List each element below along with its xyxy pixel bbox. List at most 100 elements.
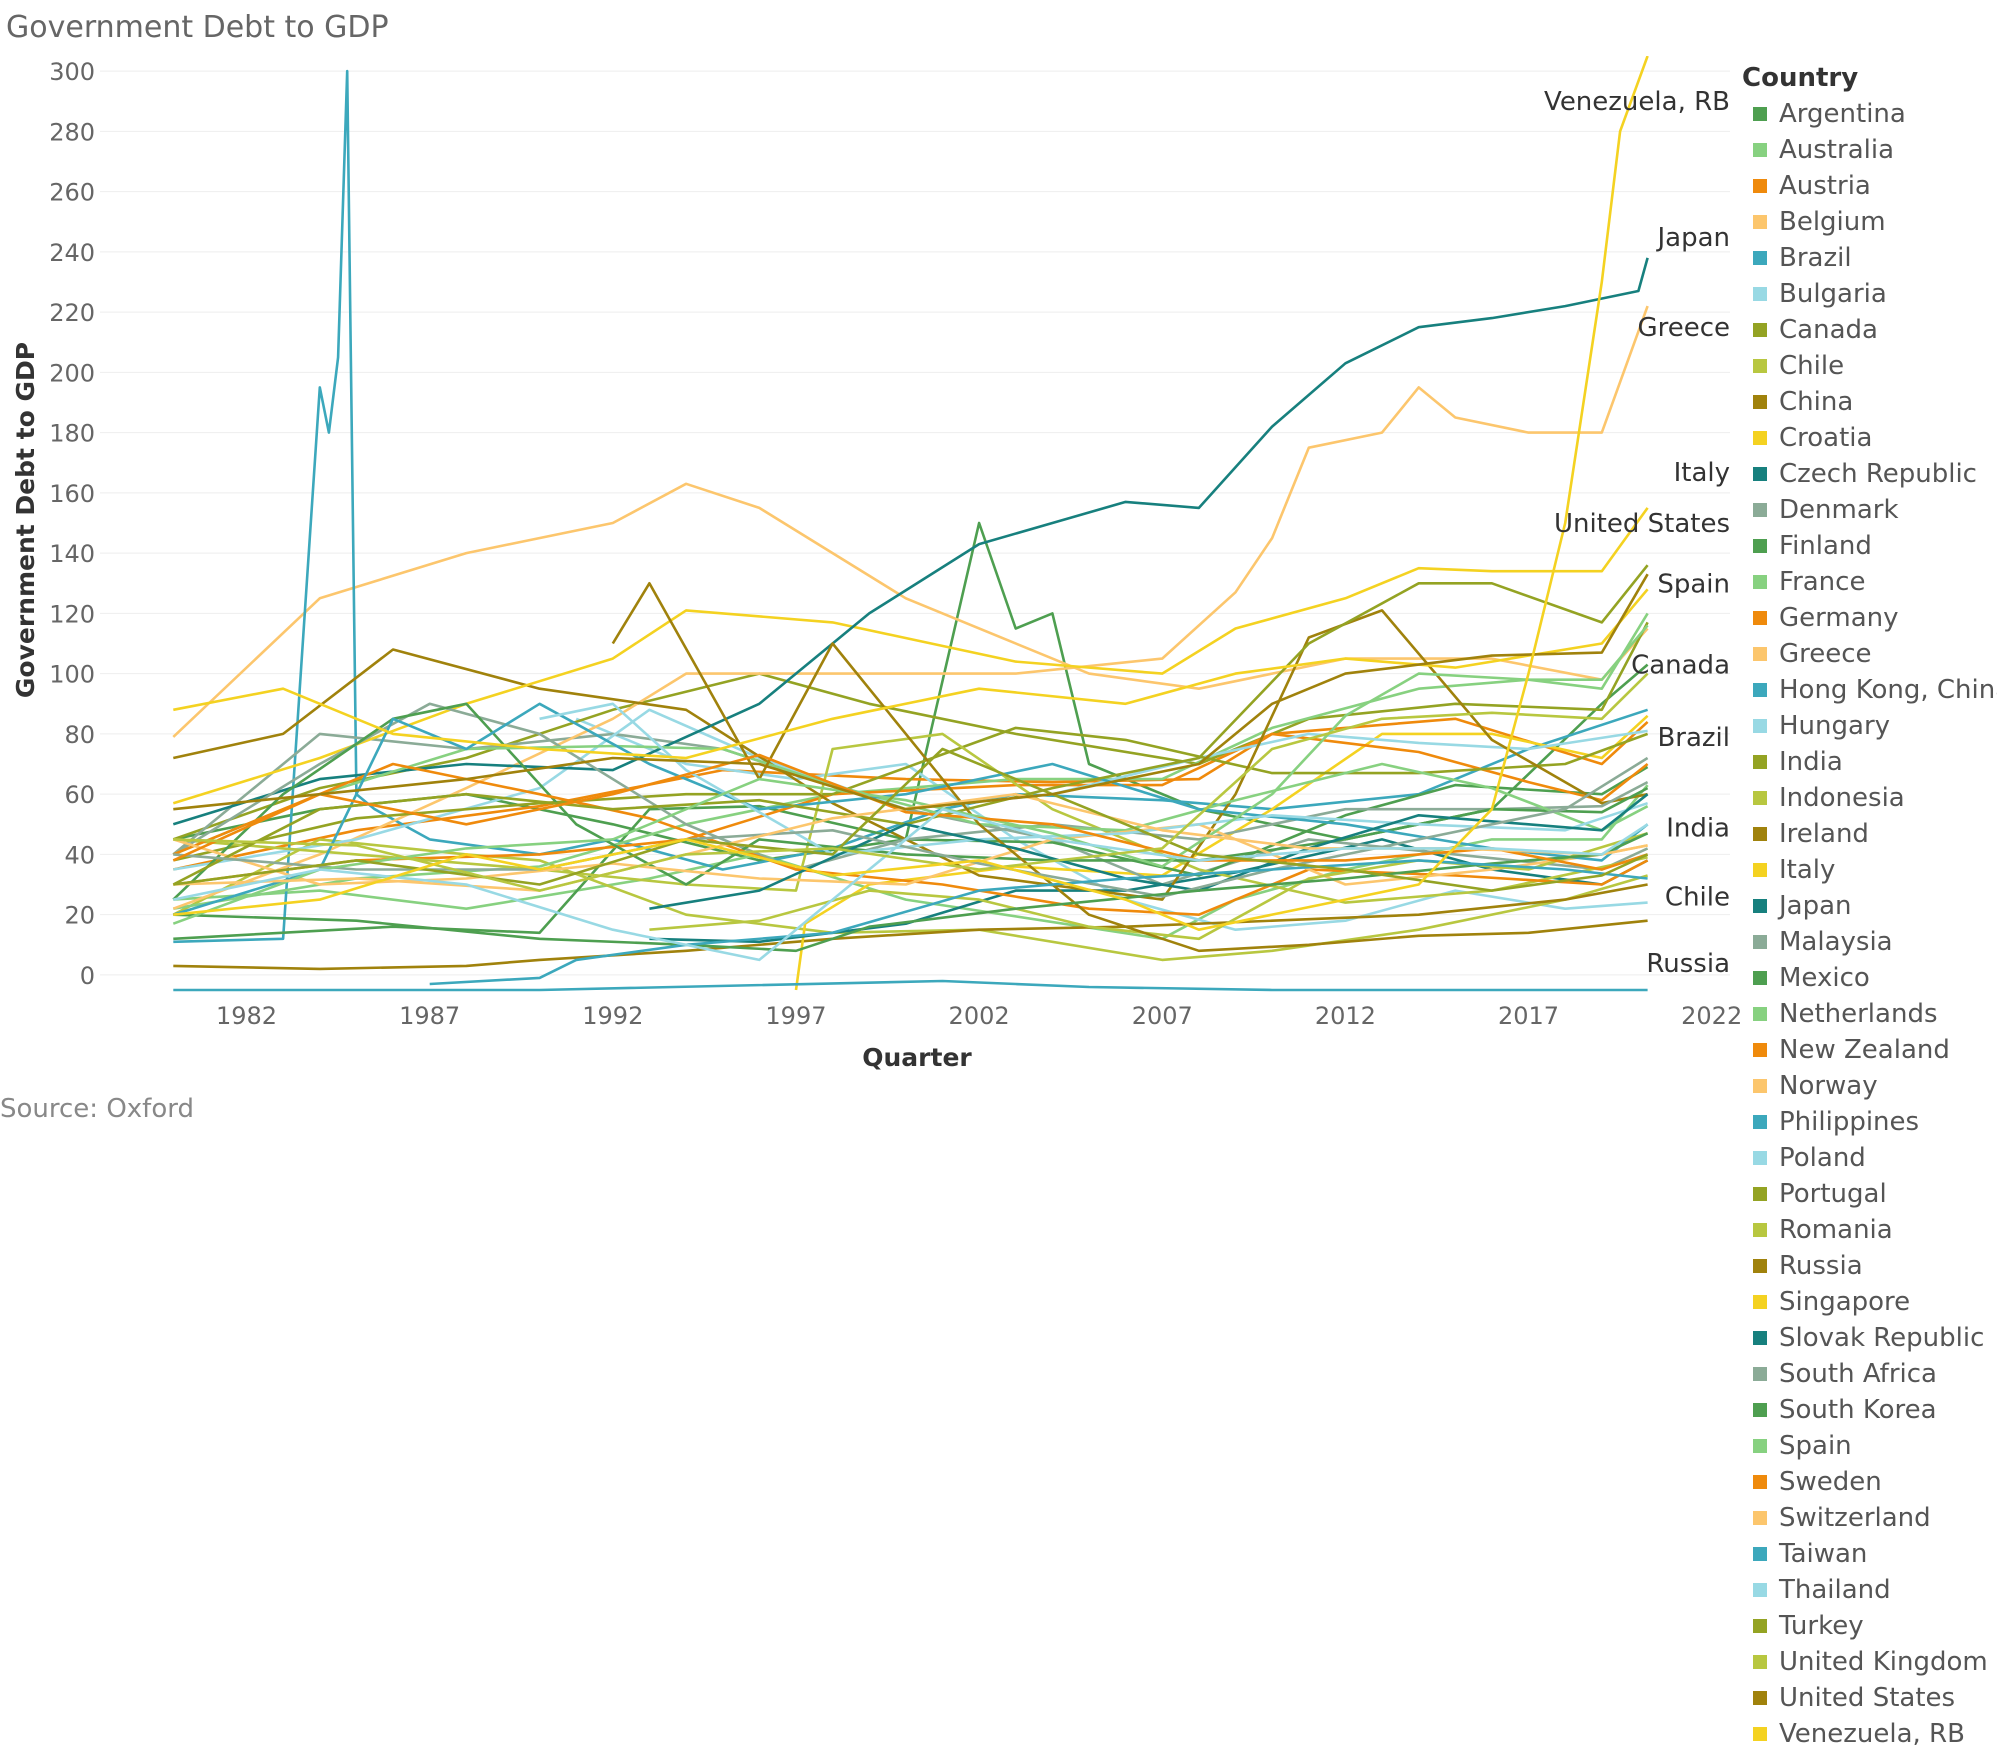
legend-item[interactable]: France bbox=[1742, 564, 1997, 600]
legend-item[interactable]: Japan bbox=[1742, 888, 1997, 924]
legend-item[interactable]: Greece bbox=[1742, 636, 1997, 672]
legend-label: Romania bbox=[1779, 1215, 1893, 1245]
series-line-south-africa[interactable] bbox=[173, 756, 1649, 898]
series-line-canada[interactable] bbox=[172, 621, 1649, 841]
legend-swatch bbox=[1753, 827, 1767, 841]
series-line-china[interactable] bbox=[173, 883, 1648, 971]
legend-item[interactable]: Sweden bbox=[1742, 1464, 1997, 1500]
legend-label: Russia bbox=[1779, 1251, 1863, 1281]
legend-item[interactable]: New Zealand bbox=[1742, 1032, 1997, 1068]
legend-item[interactable]: Finland bbox=[1742, 528, 1997, 564]
series-line-portugal[interactable] bbox=[172, 564, 1649, 886]
x-tick-label: 1982 bbox=[216, 1002, 277, 1030]
legend-label: Sweden bbox=[1779, 1467, 1882, 1497]
series-line-mexico[interactable] bbox=[172, 702, 1649, 901]
legend-label: Greece bbox=[1779, 639, 1872, 669]
series-line-russia[interactable] bbox=[611, 582, 1648, 953]
legend-item[interactable]: South Korea bbox=[1742, 1392, 1997, 1428]
series-line-ireland[interactable] bbox=[173, 609, 1648, 901]
y-tick-label: 300 bbox=[49, 58, 95, 86]
legend-item[interactable]: Canada bbox=[1742, 312, 1997, 348]
legend-item[interactable]: Taiwan bbox=[1742, 1536, 1997, 1572]
legend-item[interactable]: India bbox=[1742, 744, 1997, 780]
series-line-greece[interactable] bbox=[172, 305, 1649, 910]
legend-item[interactable]: Hungary bbox=[1742, 708, 1997, 744]
legend-item[interactable]: Philippines bbox=[1742, 1104, 1997, 1140]
legend-item[interactable]: Switzerland bbox=[1742, 1500, 1997, 1536]
legend-item[interactable]: Turkey bbox=[1742, 1608, 1997, 1644]
series-lines bbox=[172, 56, 1649, 992]
series-line-austria[interactable] bbox=[173, 717, 1649, 871]
legend-item[interactable]: Italy bbox=[1742, 852, 1997, 888]
legend-item[interactable]: United States bbox=[1742, 1680, 1997, 1716]
series-line-switzerland[interactable] bbox=[173, 792, 1648, 892]
legend-item[interactable]: Hong Kong, China bbox=[1742, 672, 1997, 708]
legend-item[interactable]: South Africa bbox=[1742, 1356, 1997, 1392]
y-tick-label: 100 bbox=[49, 661, 95, 689]
legend-item[interactable]: Indonesia bbox=[1742, 780, 1997, 816]
series-line-indonesia[interactable] bbox=[173, 732, 1648, 904]
legend-item[interactable]: Slovak Republic bbox=[1742, 1320, 1997, 1356]
legend-item[interactable]: Denmark bbox=[1742, 492, 1997, 528]
legend-swatch bbox=[1753, 1079, 1767, 1093]
legend-label: United States bbox=[1779, 1683, 1956, 1713]
legend-label: Mexico bbox=[1779, 963, 1870, 993]
y-tick-label: 160 bbox=[49, 480, 95, 508]
series-line-india[interactable] bbox=[173, 726, 1649, 862]
legend-item[interactable]: Poland bbox=[1742, 1140, 1997, 1176]
legend-item[interactable]: Czech Republic bbox=[1742, 456, 1997, 492]
series-line-taiwan[interactable] bbox=[429, 859, 1648, 986]
legend-item[interactable]: Netherlands bbox=[1742, 996, 1997, 1032]
series-line-united-kingdom[interactable] bbox=[173, 672, 1649, 892]
legend-item[interactable]: Bulgaria bbox=[1742, 276, 1997, 312]
legend-item[interactable]: Chile bbox=[1742, 348, 1997, 384]
series-line-south-korea[interactable] bbox=[173, 832, 1649, 953]
legend-item[interactable]: Venezuela, RB bbox=[1742, 1716, 1997, 1752]
legend-item[interactable]: Mexico bbox=[1742, 960, 1997, 996]
legend-item[interactable]: Ireland bbox=[1742, 816, 1997, 852]
legend-item[interactable]: Brazil bbox=[1742, 240, 1997, 276]
series-line-new-zealand[interactable] bbox=[172, 762, 1649, 916]
legend-item[interactable]: Spain bbox=[1742, 1428, 1997, 1464]
series-line-poland[interactable] bbox=[539, 702, 1649, 856]
legend-swatch bbox=[1753, 1223, 1767, 1237]
series-line-philippines[interactable] bbox=[172, 702, 1649, 916]
legend-item[interactable]: United Kingdom bbox=[1742, 1644, 1997, 1680]
end-label: Brazil bbox=[1657, 723, 1730, 753]
series-line-japan[interactable] bbox=[172, 257, 1649, 826]
series-line-venezuela-rb[interactable] bbox=[173, 56, 1649, 931]
legend-item[interactable]: Croatia bbox=[1742, 420, 1997, 456]
series-line-belgium[interactable] bbox=[172, 482, 1649, 738]
legend-swatch bbox=[1753, 287, 1767, 301]
legend-item[interactable]: Romania bbox=[1742, 1212, 1997, 1248]
legend-item[interactable]: Thailand bbox=[1742, 1572, 1997, 1608]
legend-item[interactable]: Germany bbox=[1742, 600, 1997, 636]
series-line-spain[interactable] bbox=[172, 612, 1649, 925]
legend-label: Bulgaria bbox=[1779, 279, 1887, 309]
legend-item[interactable]: Malaysia bbox=[1742, 924, 1997, 960]
y-tick-label: 260 bbox=[49, 179, 95, 207]
legend-swatch bbox=[1753, 1475, 1767, 1489]
legend-swatch bbox=[1753, 251, 1767, 265]
legend-item[interactable]: Belgium bbox=[1742, 204, 1997, 240]
y-tick-label: 60 bbox=[64, 781, 95, 809]
legend-label: Philippines bbox=[1779, 1107, 1920, 1137]
legend-label: Hungary bbox=[1779, 711, 1891, 741]
series-line-italy[interactable] bbox=[172, 507, 1649, 805]
legend-label: Brazil bbox=[1779, 243, 1852, 273]
series-line-turkey[interactable] bbox=[173, 747, 1649, 892]
legend-item[interactable]: Russia bbox=[1742, 1248, 1997, 1284]
legend-item[interactable]: Norway bbox=[1742, 1068, 1997, 1104]
legend-item[interactable]: Austria bbox=[1742, 168, 1997, 204]
series-line-singapore[interactable] bbox=[173, 588, 1649, 760]
legend-item[interactable]: Australia bbox=[1742, 132, 1997, 168]
legend-item[interactable]: Portugal bbox=[1742, 1176, 1997, 1212]
legend-item[interactable]: China bbox=[1742, 384, 1997, 420]
series-line-hong-kong-china[interactable] bbox=[173, 979, 1648, 992]
y-tick-label: 140 bbox=[49, 540, 95, 568]
series-line-thailand[interactable] bbox=[173, 807, 1649, 962]
legend-item[interactable]: Singapore bbox=[1742, 1284, 1997, 1320]
series-line-united-states[interactable] bbox=[173, 573, 1649, 811]
legend-item[interactable]: Argentina bbox=[1742, 96, 1997, 132]
series-line-australia[interactable] bbox=[173, 784, 1649, 941]
